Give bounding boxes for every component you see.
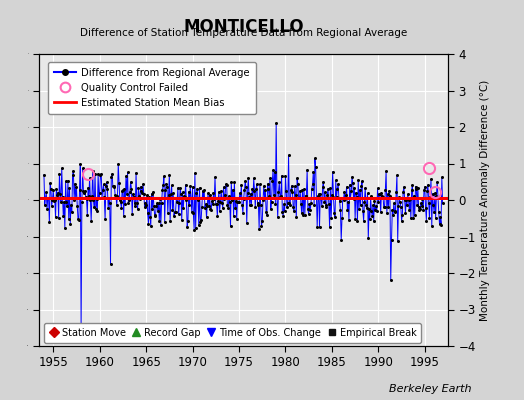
- Legend: Station Move, Record Gap, Time of Obs. Change, Empirical Break: Station Move, Record Gap, Time of Obs. C…: [44, 323, 421, 342]
- Title: MONTICELLO: MONTICELLO: [183, 18, 304, 36]
- Text: Berkeley Earth: Berkeley Earth: [389, 384, 472, 394]
- Y-axis label: Monthly Temperature Anomaly Difference (°C): Monthly Temperature Anomaly Difference (…: [480, 79, 490, 321]
- Text: Difference of Station Temperature Data from Regional Average: Difference of Station Temperature Data f…: [80, 28, 407, 38]
